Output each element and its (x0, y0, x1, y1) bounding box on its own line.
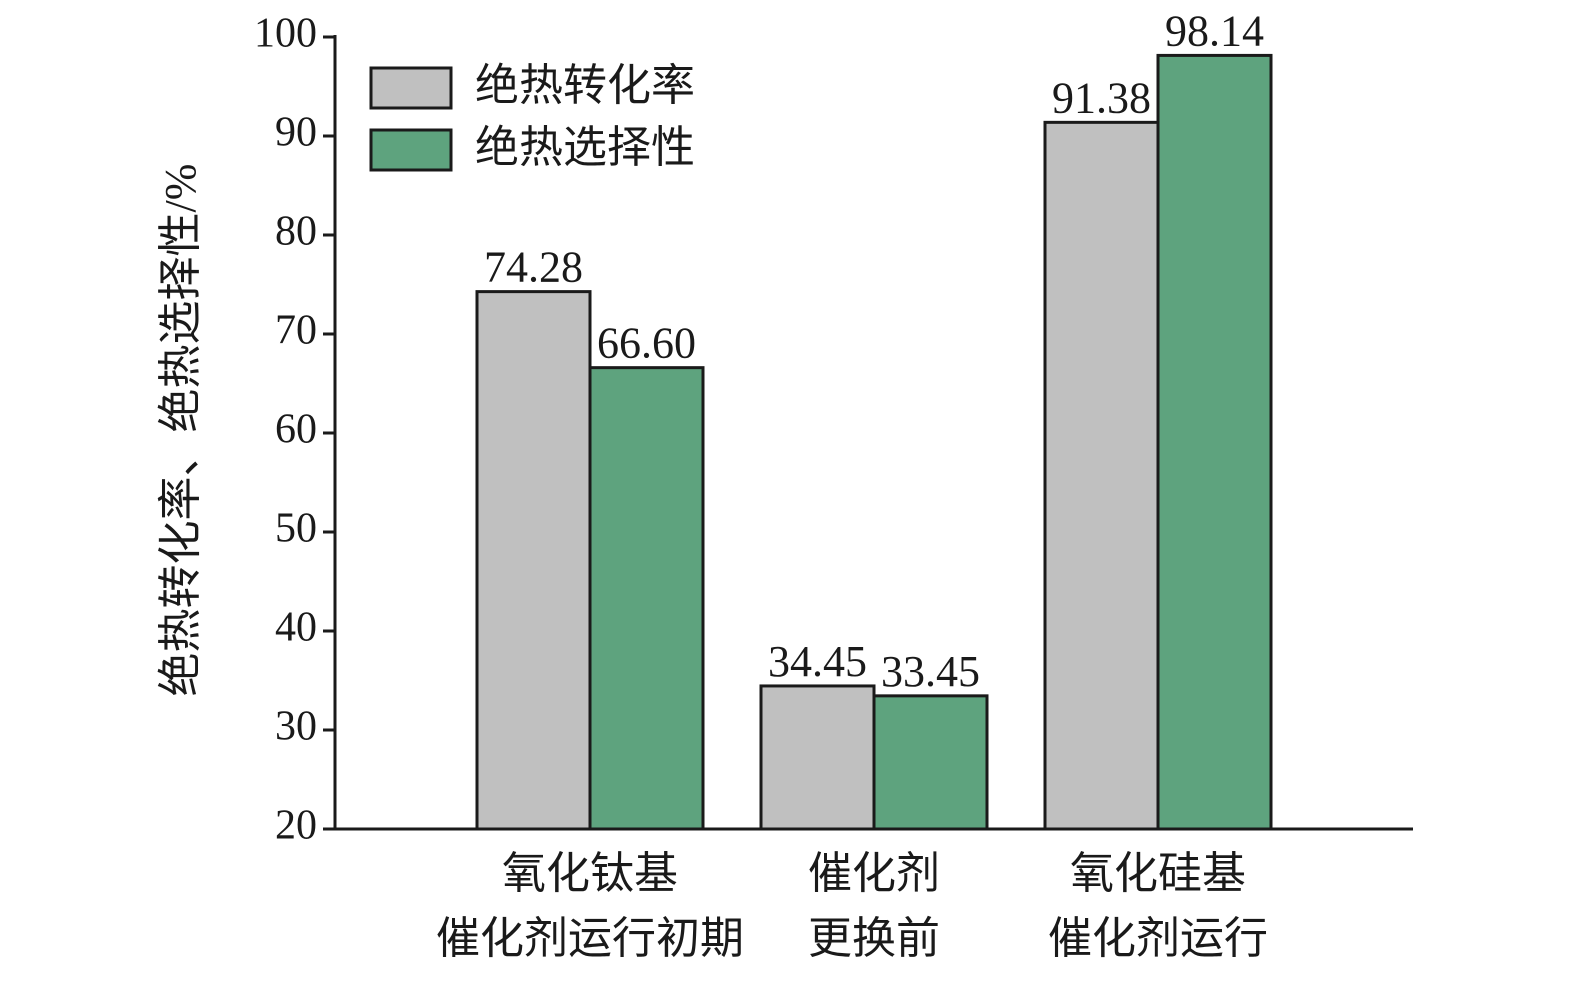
bar (872, 694, 989, 831)
bar (759, 684, 876, 831)
y-tick-label: 90 (275, 110, 317, 156)
x-tick-label: 更换前 (808, 914, 940, 963)
bar (1043, 120, 1160, 831)
y-axis-label: 绝热转化率、绝热选择性/% (156, 164, 205, 697)
y-tick-label: 30 (275, 704, 317, 750)
x-tick-label: 催化剂运行初期 (436, 914, 744, 963)
x-tick-label: 氧化钛基 (502, 849, 678, 898)
y-tick-label: 80 (275, 209, 317, 255)
legend-swatch (369, 128, 453, 172)
y-tick-label: 70 (275, 308, 317, 354)
y-tick-label: 60 (275, 407, 317, 453)
legend-label: 绝热转化率 (475, 61, 695, 110)
value-label: 33.45 (881, 647, 980, 696)
value-label: 34.45 (768, 637, 867, 686)
legend-swatch (369, 66, 453, 110)
bar (588, 366, 705, 831)
value-label: 74.28 (484, 243, 583, 292)
x-tick-label: 催化剂运行 (1048, 914, 1268, 963)
bar (475, 290, 592, 831)
y-tick-label: 40 (275, 605, 317, 651)
bar (1156, 53, 1273, 831)
value-label: 66.60 (597, 319, 696, 368)
y-tick-label: 100 (254, 11, 317, 57)
y-tick-label: 20 (275, 803, 317, 849)
value-label: 98.14 (1165, 6, 1264, 55)
x-tick-label: 氧化硅基 (1070, 849, 1246, 898)
y-tick-label: 50 (275, 506, 317, 552)
legend-label: 绝热选择性 (475, 123, 695, 172)
x-tick-label: 催化剂 (808, 849, 940, 898)
value-label: 91.38 (1052, 73, 1151, 122)
